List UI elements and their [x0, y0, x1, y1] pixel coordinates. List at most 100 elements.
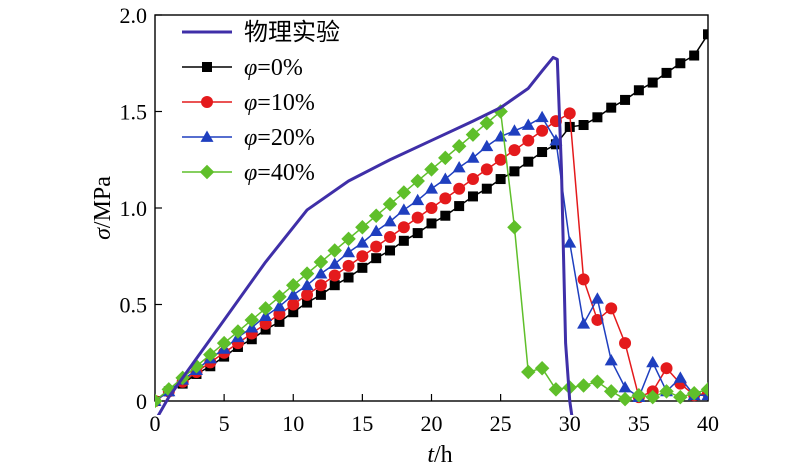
data-point-circle [605, 302, 618, 315]
data-point-circle [287, 298, 300, 311]
data-point-square [661, 67, 672, 78]
data-point-diamond [410, 173, 425, 189]
data-point-square [703, 29, 708, 40]
legend-label-rest: =20% [257, 125, 315, 151]
data-point-triangle [507, 124, 521, 136]
data-point-circle [356, 250, 369, 263]
data-point-square [454, 201, 465, 212]
data-point-triangle [425, 182, 438, 194]
data-point-diamond [700, 382, 708, 397]
series-line [155, 116, 708, 402]
data-point-circle [577, 273, 590, 286]
data-point-triangle [342, 245, 356, 258]
data-point-circle [439, 192, 452, 205]
data-point-square [481, 183, 492, 194]
legend-label-var: φ [244, 55, 257, 81]
data-point-diamond [341, 231, 356, 247]
data-point-square [398, 235, 409, 246]
data-point-diamond [368, 208, 384, 223]
data-point-diamond [424, 162, 439, 177]
data-point-square [606, 102, 617, 113]
data-point-diamond [659, 384, 674, 399]
data-point-triangle [480, 139, 494, 152]
x-axis-ticks: 0 5 10 15 20 25 30 35 40 [150, 394, 719, 436]
data-point-circle [411, 211, 424, 224]
data-point-square [329, 280, 340, 291]
data-point-triangle [369, 224, 383, 237]
data-point-square [689, 50, 700, 61]
series-0 [156, 55, 574, 415]
data-point-diamond [603, 384, 619, 399]
data-point-square [302, 297, 313, 308]
x-tick-label: 20 [421, 411, 443, 436]
data-point-diamond [548, 382, 564, 397]
x-axis-title: t/h [427, 442, 452, 468]
x-tick-label: 40 [697, 411, 719, 436]
data-point-triangle [272, 299, 286, 312]
data-point-circle [384, 230, 397, 243]
legend-label: φ=10% [244, 90, 315, 116]
data-point-triangle [646, 355, 660, 368]
legend-entry: φ=40% [182, 160, 315, 186]
data-point-diamond [230, 324, 246, 339]
data-point-diamond [631, 387, 647, 403]
x-tick-label: 10 [282, 411, 304, 436]
data-point-diamond [327, 243, 342, 258]
y-tick-label: 1.5 [120, 100, 148, 125]
data-point-triangle [604, 353, 618, 366]
y-axis-title-unit: /MPa [90, 176, 116, 228]
legend-entry: φ=10% [182, 90, 315, 116]
data-point-diamond [521, 364, 536, 380]
data-point-diamond [299, 266, 315, 281]
data-point-triangle [438, 172, 452, 184]
data-point-circle [508, 144, 521, 157]
data-point-square [357, 262, 368, 273]
data-point-diamond [686, 386, 702, 401]
data-point-square [343, 272, 354, 283]
data-point-square [371, 253, 382, 264]
series-layer [155, 29, 708, 415]
data-point-square [564, 121, 575, 132]
data-point-diamond [465, 127, 481, 142]
data-point-triangle [383, 215, 397, 227]
data-point-circle [425, 202, 438, 214]
legend-label: 物理实验 [244, 18, 340, 46]
data-point-square [578, 120, 589, 131]
data-point-circle [453, 182, 466, 195]
data-point-circle [397, 221, 410, 234]
data-point-diamond [203, 347, 218, 362]
data-point-diamond [438, 150, 453, 166]
data-point-diamond [355, 220, 370, 235]
data-point-diamond [244, 312, 260, 328]
data-point-triangle [535, 110, 549, 123]
series-line [155, 112, 708, 402]
x-axis-title-var: t [427, 442, 435, 468]
data-point-diamond [216, 335, 232, 351]
data-point-circle [494, 153, 507, 166]
data-point-square [592, 112, 603, 123]
data-point-triangle [466, 151, 480, 163]
data-point-circle [314, 279, 327, 292]
series-4 [155, 104, 708, 409]
data-point-triangle [397, 203, 411, 215]
data-point-circle [660, 362, 673, 375]
data-point-triangle [200, 130, 214, 142]
legend-entry: φ=20% [182, 125, 315, 151]
data-point-diamond [576, 378, 591, 393]
legend-label-rest: =40% [257, 160, 315, 186]
data-point-diamond [313, 254, 329, 270]
data-point-square [288, 307, 299, 318]
data-point-diamond [396, 185, 412, 200]
data-point-triangle [563, 236, 577, 248]
legend-label: φ=0% [244, 55, 303, 81]
data-point-triangle [300, 278, 314, 291]
data-point-square [412, 228, 423, 239]
series-line [156, 55, 574, 415]
data-point-circle [563, 107, 576, 120]
data-point-square [385, 245, 396, 256]
data-point-diamond [673, 389, 688, 405]
y-tick-label: 0.5 [120, 293, 148, 318]
series-line [155, 110, 708, 402]
